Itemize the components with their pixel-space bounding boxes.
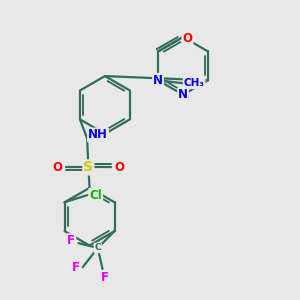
Text: F: F	[67, 234, 75, 247]
Text: F: F	[71, 261, 80, 274]
Text: CH₃: CH₃	[184, 78, 205, 88]
Text: O: O	[182, 32, 193, 45]
Text: O: O	[52, 161, 62, 174]
Text: C: C	[94, 243, 101, 252]
Text: S: S	[83, 160, 93, 174]
Text: N: N	[153, 74, 163, 87]
Text: N: N	[178, 88, 188, 101]
Text: NH: NH	[88, 128, 108, 142]
Text: Cl: Cl	[89, 189, 102, 202]
Text: F: F	[101, 271, 109, 284]
Text: O: O	[115, 161, 124, 174]
